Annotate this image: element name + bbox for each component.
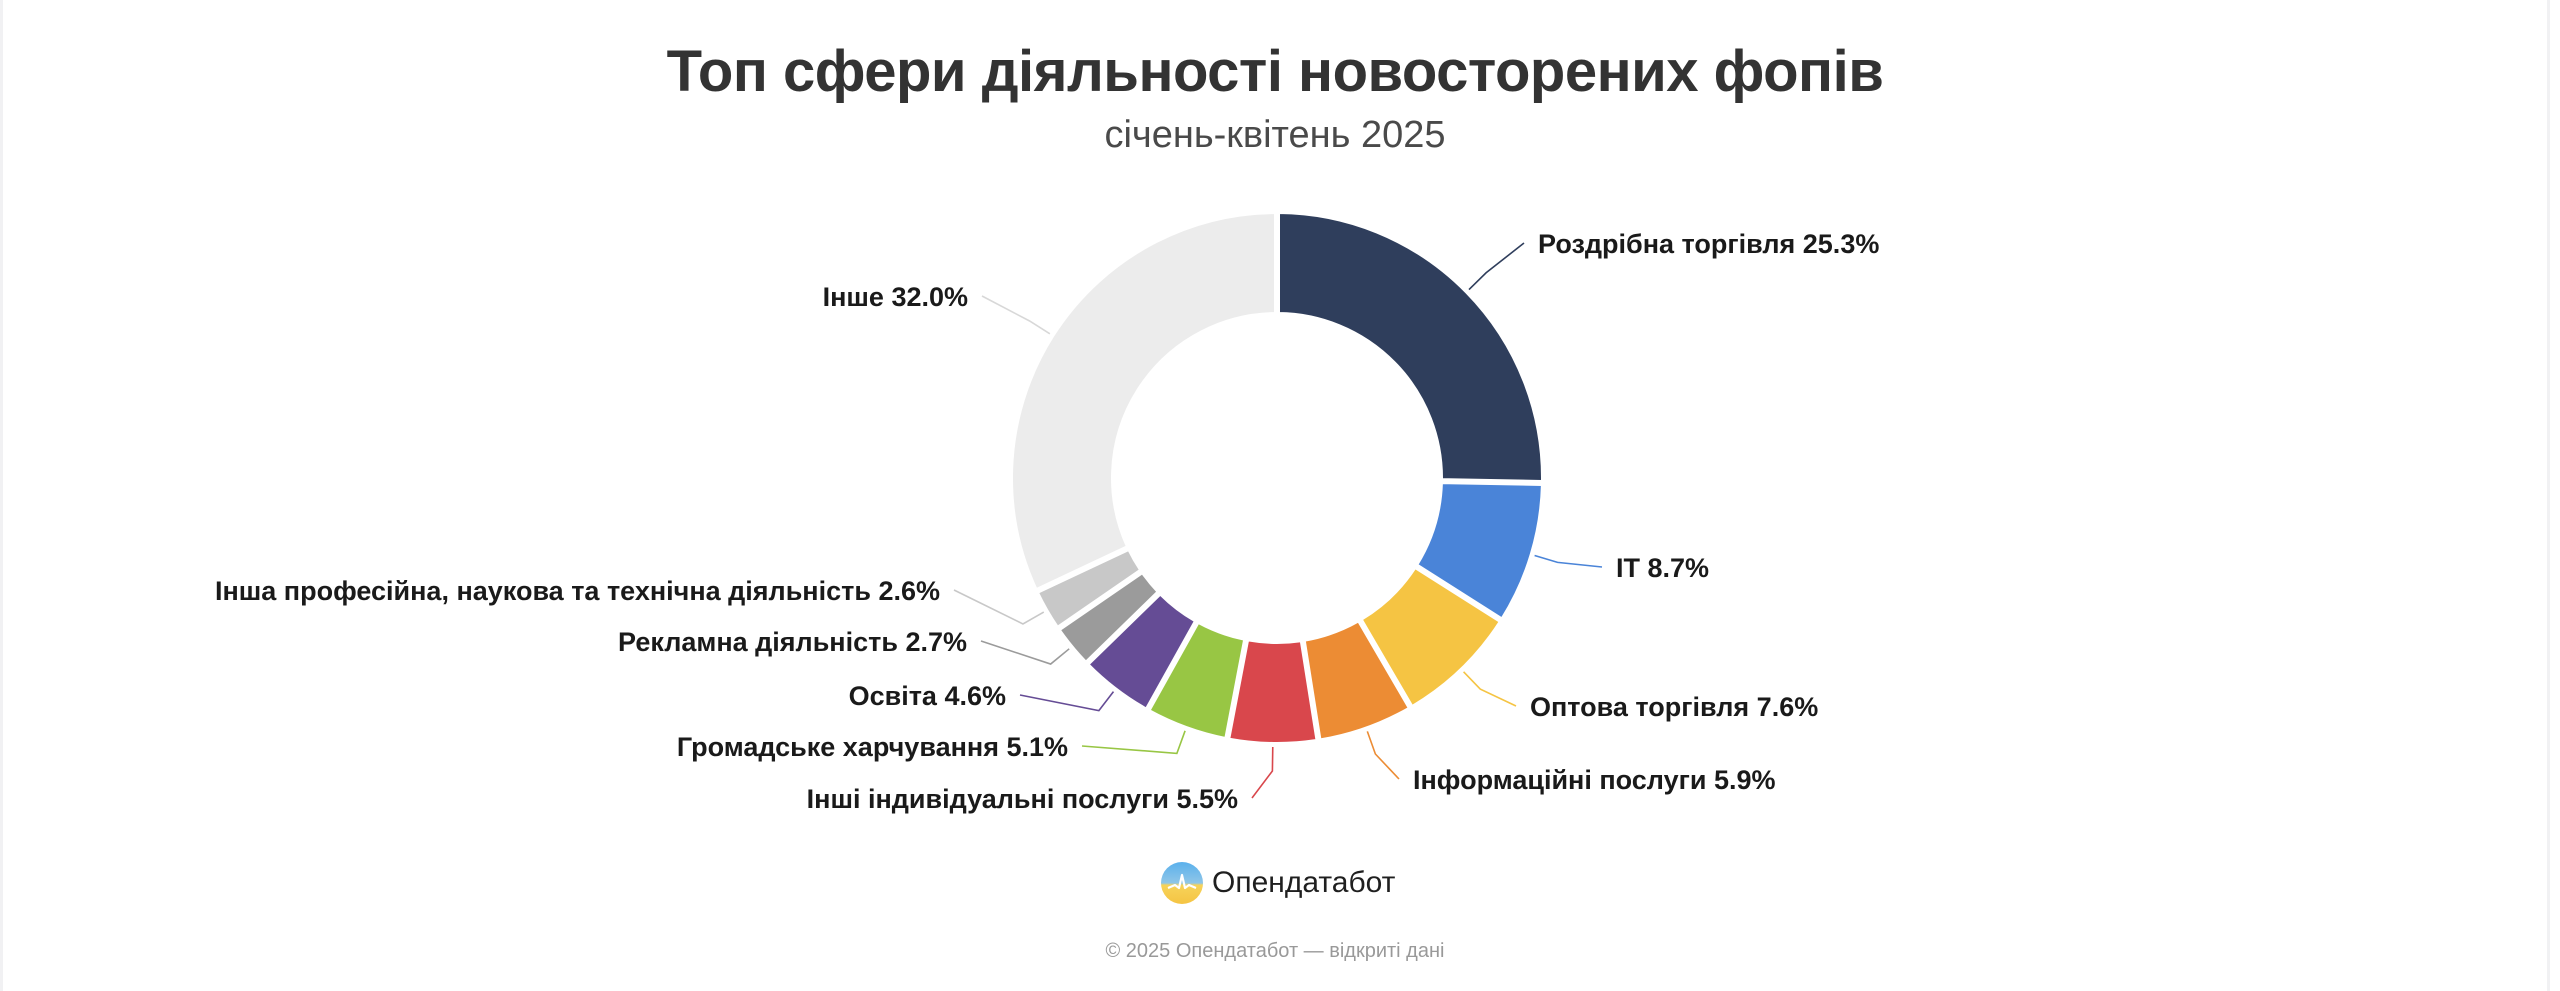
leader-line-6 [1081,730,1186,755]
chart-title: Топ сфери діяльності новосторених фопів [666,39,1884,104]
data-label-6: Громадське харчування 5.1% [677,732,1068,762]
data-label-4: Інформаційні послуги 5.9% [1413,765,1776,795]
donut-slice-4 [1303,620,1410,741]
donut-slice-2 [1416,482,1543,620]
donut-slice-9 [1037,549,1141,628]
donut-slice-8 [1058,572,1159,663]
opendatabot-logo-icon [1161,862,1203,904]
data-label-3: Оптова торгівля 7.6% [1530,692,1818,722]
leader-line-10 [981,295,1051,335]
data-label-10: Інше 32.0% [823,282,968,312]
left-border [0,0,3,991]
data-label-1: Роздрібна торгівля 25.3% [1538,229,1879,259]
data-label-9: Інша професійна, наукова та технічна дія… [215,576,940,606]
data-label-8: Рекламна діяльність 2.7% [618,627,967,657]
donut-slice-5 [1228,639,1318,744]
donut-slice-6 [1148,622,1246,739]
leader-line-5 [1251,746,1274,799]
donut-slice-3 [1360,567,1501,707]
data-label-7: Освіта 4.6% [849,681,1006,711]
brand-name: Опендатабот [1212,866,1396,899]
data-label-2: IT 8.7% [1616,553,1709,583]
right-border [2547,0,2550,991]
chart-subtitle: січень-квітень 2025 [1104,114,1446,156]
leader-line-8 [980,640,1070,665]
donut-slice-7 [1087,593,1196,710]
donut-slice-10 [1011,212,1276,591]
leader-line-3 [1463,671,1517,707]
data-label-5: Інші індивідуальні послуги 5.5% [807,784,1238,814]
leader-line-4 [1366,731,1400,780]
leader-line-2 [1534,554,1603,568]
donut-slice-1 [1278,212,1543,482]
leader-line-7 [1019,691,1115,712]
brand: Опендатабот [1160,860,1395,906]
leader-line-1 [1468,242,1525,291]
copyright-footer: © 2025 Опендатабот — відкриті дані [1105,940,1445,962]
leader-line-9 [953,589,1045,625]
